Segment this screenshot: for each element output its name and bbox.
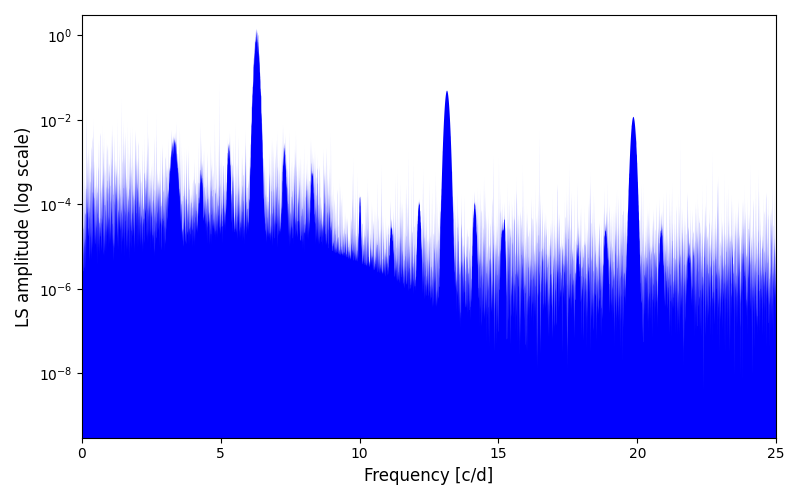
Y-axis label: LS amplitude (log scale): LS amplitude (log scale) xyxy=(15,126,33,326)
X-axis label: Frequency [c/d]: Frequency [c/d] xyxy=(364,467,494,485)
